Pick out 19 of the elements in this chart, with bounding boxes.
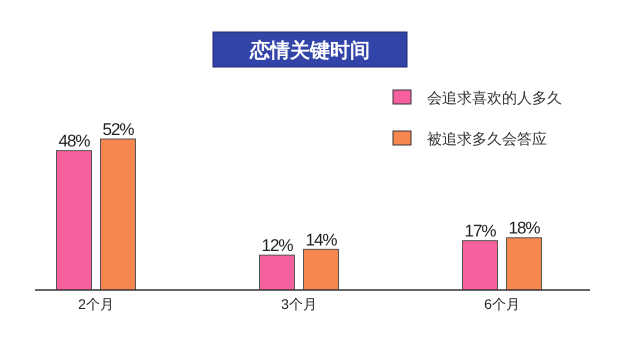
bar [259, 254, 295, 290]
chart-title: 恋情关键时间 [249, 39, 370, 62]
title: 恋情关键时间 [212, 32, 408, 68]
legend-label: 会追求喜欢的人多久 [427, 90, 562, 107]
data-label: 52% [102, 120, 134, 139]
legend-label: 被追求多久会答应 [427, 131, 547, 148]
bar [506, 237, 542, 290]
x-tick-label: 3个月 [281, 296, 317, 312]
bar [303, 248, 339, 290]
data-label: 12% [261, 236, 294, 256]
data-label: 18% [508, 218, 540, 238]
data-label: 17% [464, 222, 496, 241]
data-label: 48% [58, 132, 90, 151]
bar [462, 240, 498, 290]
x-tick-label: 6个月 [484, 296, 520, 312]
bar [56, 150, 92, 290]
data-label: 14% [305, 230, 338, 250]
x-tick-label: 2个月 [78, 296, 114, 312]
bar [100, 138, 136, 290]
